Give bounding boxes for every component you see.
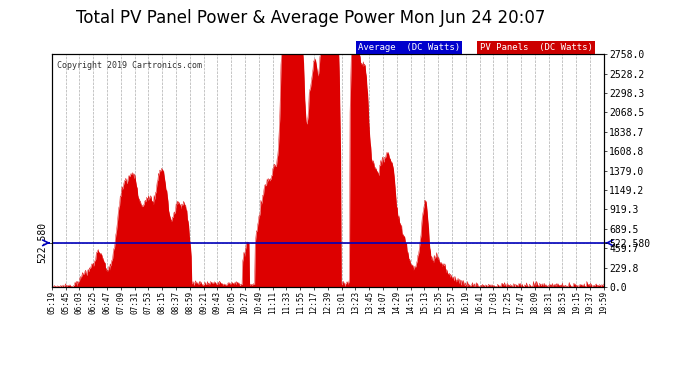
- Text: Copyright 2019 Cartronics.com: Copyright 2019 Cartronics.com: [57, 62, 202, 70]
- Text: PV Panels  (DC Watts): PV Panels (DC Watts): [480, 43, 593, 52]
- Text: Total PV Panel Power & Average Power Mon Jun 24 20:07: Total PV Panel Power & Average Power Mon…: [76, 9, 545, 27]
- Text: Average  (DC Watts): Average (DC Watts): [358, 43, 460, 52]
